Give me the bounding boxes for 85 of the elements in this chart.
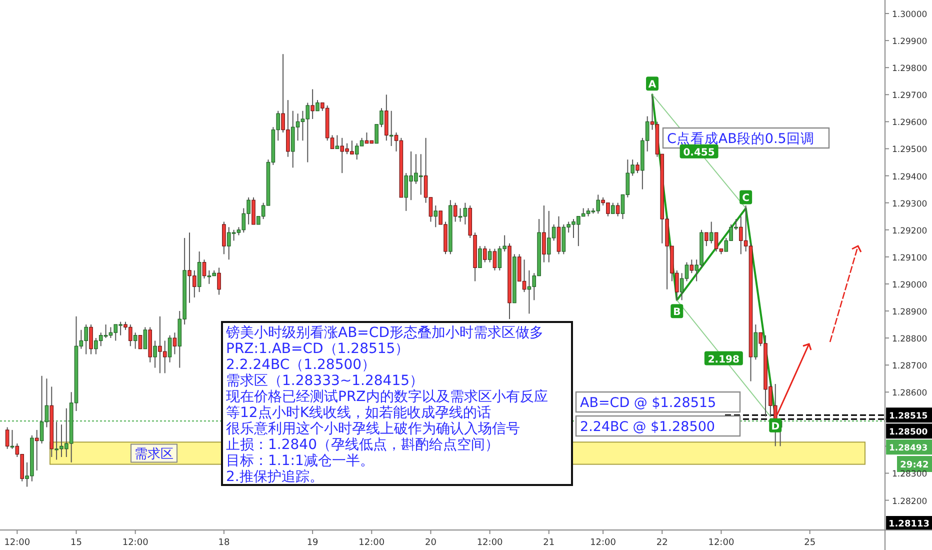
candlestick — [542, 205, 546, 263]
candlestick — [610, 202, 615, 214]
candlestick — [217, 267, 221, 296]
annotation: C点看成AB段的0.5回调 — [667, 131, 814, 147]
annotation: A — [648, 80, 656, 91]
annotation: 0.455 — [683, 147, 715, 158]
x-tick-label: 12:00 — [708, 538, 734, 548]
candlestick — [453, 202, 458, 222]
candlestick — [616, 202, 620, 217]
y-tick-label: 1.28300 — [892, 470, 928, 480]
x-tick-label: 12:00 — [358, 538, 385, 548]
y-tick-label: 1.28200 — [892, 496, 928, 507]
candlestick — [143, 326, 148, 350]
annotation: 等12点小时K线收线，如若能收成孕线的话 — [226, 405, 491, 421]
candlestick — [636, 162, 640, 174]
annotation: PRZ:1.AB=CD（1.28515） — [226, 341, 410, 357]
annotation: 2.推保护追踪。 — [226, 469, 324, 485]
annotation: 现在价格已经测试PRZ内的数字以及需求区小有反应 — [226, 389, 548, 405]
x-tick-label: 12:00 — [4, 538, 30, 548]
y-tick-label: 1.29000 — [892, 280, 928, 290]
x-tick-label: 15 — [70, 538, 82, 548]
candlestick — [704, 232, 708, 247]
candlestick — [133, 332, 138, 350]
x-tick-label: 19 — [306, 538, 319, 548]
x-tick-label: 21 — [543, 538, 555, 548]
x-tick-label: 22 — [656, 538, 668, 548]
annotation: C — [742, 193, 750, 204]
x-tick-label: 12:00 — [476, 538, 504, 548]
candlestick — [310, 88, 314, 120]
x-tick-label: 12:00 — [122, 538, 149, 548]
candlestick — [478, 246, 482, 268]
candlestick — [709, 221, 714, 244]
candlestick — [138, 335, 142, 350]
y-tick-label: 1.29100 — [892, 253, 928, 264]
x-tick-label: 25 — [804, 538, 816, 548]
x-tick-label: 18 — [218, 538, 230, 548]
y-tick-label: 1.28700 — [892, 362, 928, 372]
text: 1.28113 — [888, 520, 930, 530]
annotation: B — [673, 307, 681, 318]
candlestick — [168, 334, 172, 363]
candlestick — [316, 100, 320, 112]
candlestick — [10, 429, 14, 450]
y-tick-label: 1.29800 — [892, 64, 928, 74]
y-tick-label: 1.28900 — [892, 307, 928, 318]
annotation: 止损：1.2840（孕线低点，斟酌给点空间） — [226, 437, 499, 453]
ref-line-label: 1.28500 — [889, 428, 928, 438]
annotation: 需求区（1.28333~1.28415） — [226, 373, 424, 389]
annotation: 2.24BC @ $1.28500 — [580, 419, 716, 435]
ref-line-label: 1.28493 — [889, 444, 928, 454]
candlestick — [492, 248, 497, 271]
annotation: AB=CD @ $1.28515 — [580, 395, 716, 411]
y-tick-label: 1.29700 — [892, 91, 928, 102]
annotation: 很乐意利用这个小时孕线上破作为确认入场信号 — [226, 421, 520, 437]
annotation: 2.2.24BC（1.28500） — [226, 357, 376, 373]
candlestick — [335, 134, 340, 150]
candlestick — [34, 429, 39, 472]
y-tick-label: 1.30000 — [892, 10, 928, 20]
y-tick-label: 1.29500 — [892, 145, 928, 156]
candlestick — [222, 221, 226, 255]
candlestick — [89, 324, 93, 355]
text: 29:42 — [900, 460, 929, 470]
candlestick — [389, 110, 394, 147]
annotation: 2.198 — [708, 354, 740, 366]
ref-line-label: 1.28515 — [889, 412, 928, 422]
y-tick-label: 1.29200 — [892, 226, 928, 236]
annotation: D — [771, 421, 780, 432]
y-tick-label: 1.29600 — [892, 118, 928, 128]
candlestick — [5, 426, 10, 450]
y-tick-label: 1.29400 — [892, 172, 928, 182]
candlestick — [434, 205, 438, 228]
y-tick-label: 1.28600 — [892, 388, 928, 399]
candlestick — [202, 259, 206, 280]
x-tick-label: 12:00 — [590, 538, 616, 548]
annotation: 镑美小时级别看涨AB=CD形态叠加小时需求区做多 — [225, 325, 544, 341]
annotation: 目标：1.1:1减仓一半。 — [226, 453, 374, 469]
candlestick — [153, 340, 157, 368]
y-tick-label: 1.29900 — [892, 37, 928, 48]
candlestick — [172, 332, 177, 355]
candlestick — [488, 248, 492, 263]
y-tick-label: 1.29300 — [892, 199, 928, 210]
band-label: 需求区 — [134, 447, 174, 462]
x-tick-label: 20 — [425, 538, 437, 548]
candlestick — [482, 246, 487, 263]
y-tick-label: 1.28800 — [892, 334, 928, 345]
candlestick — [690, 259, 694, 274]
